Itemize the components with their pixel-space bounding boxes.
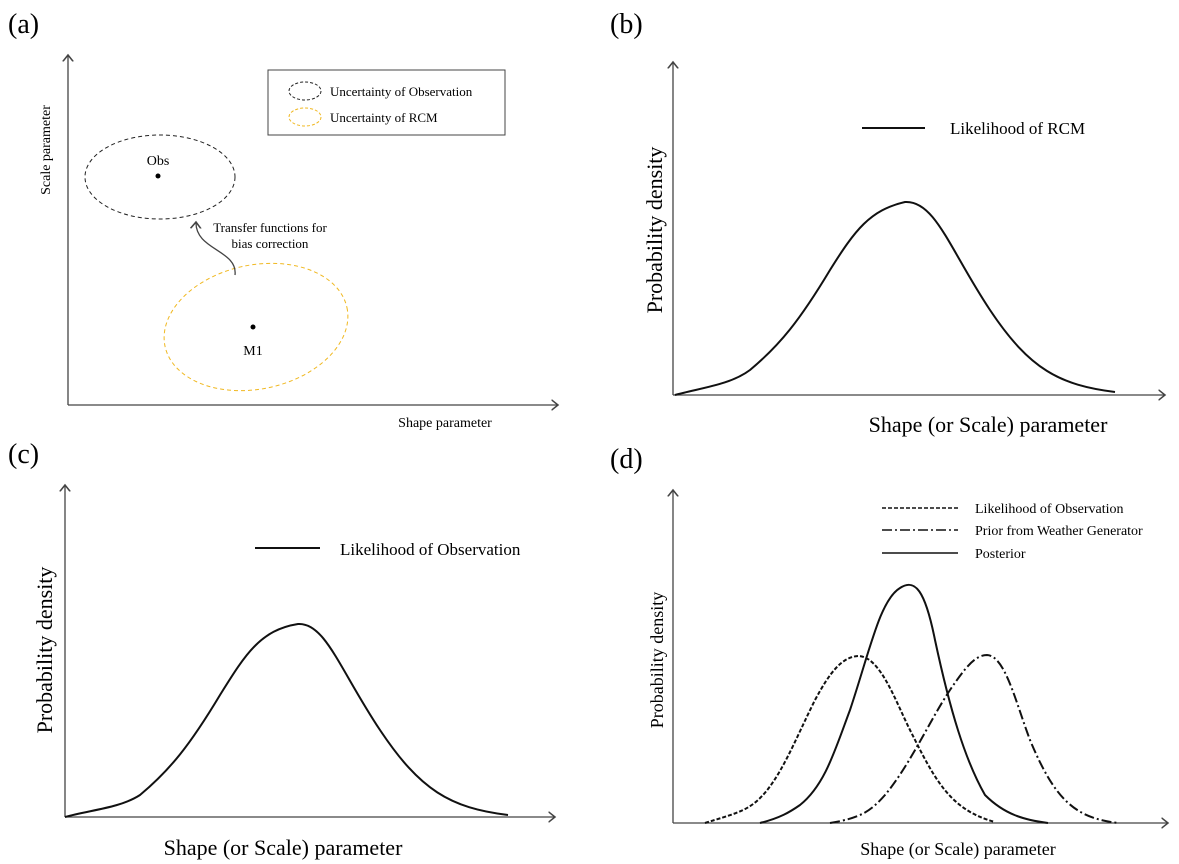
- obs-point: [155, 173, 161, 179]
- panel-label: (d): [610, 444, 643, 475]
- legend-text: Likelihood of Observation: [975, 502, 1124, 517]
- x-axis-label: Shape parameter: [398, 416, 492, 431]
- y-axis-label: Probability density: [32, 567, 57, 734]
- legend-text: Posterior: [975, 547, 1026, 562]
- legend-icon: [288, 81, 322, 101]
- legend-text: Uncertainty of RCM: [330, 110, 438, 125]
- prior-curve: [829, 653, 1119, 824]
- obs-ellipse: [84, 134, 236, 220]
- posterior-curve: [759, 583, 1049, 824]
- panel-label: (c): [8, 439, 39, 470]
- x-axis-label: Shape (or Scale) parameter: [869, 412, 1108, 437]
- x-axis-label: Shape (or Scale) parameter: [860, 839, 1055, 860]
- obs-likelihood-curve: [704, 654, 996, 824]
- panel-label: (b): [610, 9, 643, 40]
- legend-text: Likelihood of Observation: [340, 540, 521, 559]
- rcm-curve: [674, 200, 1116, 396]
- y-axis-label: Scale parameter: [39, 105, 54, 195]
- y-axis-label: Probability density: [642, 147, 667, 314]
- point-label: M1: [243, 344, 262, 359]
- m1-point: [250, 324, 256, 330]
- point-label: Obs: [147, 154, 170, 169]
- transfer-arrow: [196, 222, 236, 276]
- x-axis-label: Shape (or Scale) parameter: [164, 835, 403, 860]
- legend-box: [267, 69, 506, 136]
- annotation: Transfer functions for: [213, 220, 327, 235]
- legend-text: Likelihood of RCM: [950, 119, 1085, 138]
- m1-ellipse: [163, 262, 349, 392]
- y-axis-label: Probability density: [647, 592, 667, 729]
- legend-text: Prior from Weather Generator: [975, 524, 1143, 539]
- legend-icon: [288, 107, 322, 127]
- annotation: bias correction: [232, 236, 309, 251]
- legend-text: Uncertainty of Observation: [330, 84, 473, 99]
- panel-label: (a): [8, 9, 39, 40]
- obs-curve: [64, 622, 509, 818]
